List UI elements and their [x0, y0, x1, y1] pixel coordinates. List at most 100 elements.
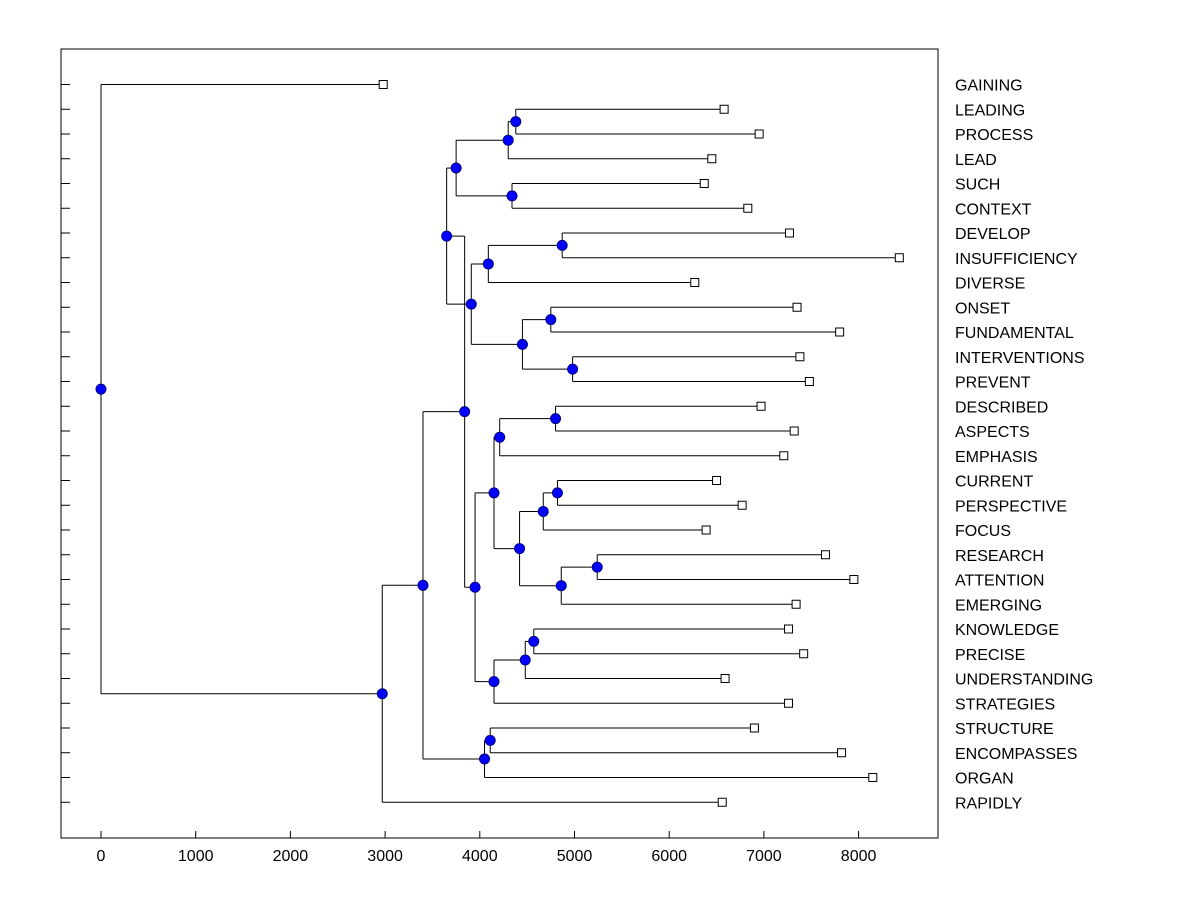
node-marker [519, 654, 531, 666]
x-tick-label: 6000 [651, 848, 687, 865]
node-marker [514, 543, 526, 555]
node-marker [479, 753, 491, 765]
node-marker [459, 406, 471, 418]
x-axis: 0 1000 2000 3000 4000 5000 6000 7000 8000 [97, 831, 877, 865]
leaf-marker [784, 624, 794, 634]
leaf-label: EMPHASIS [955, 449, 1038, 466]
leaf-marker [719, 104, 729, 114]
node-marker [551, 487, 563, 499]
leaf-label: FOCUS [955, 523, 1011, 540]
leaf-marker [835, 327, 845, 337]
leaf-marker [749, 723, 759, 733]
node-marker [95, 383, 107, 395]
x-tick-label: 8000 [841, 848, 877, 865]
node-marker [502, 134, 514, 146]
node-marker [556, 239, 568, 251]
leaf-label: INSUFFICIENCY [955, 251, 1078, 268]
leaf-marker [789, 426, 799, 436]
leaf-label: DESCRIBED [955, 399, 1048, 416]
leaf-marker [792, 302, 802, 312]
leaf-marker [820, 550, 830, 560]
leaf-label: KNOWLEDGE [955, 622, 1059, 639]
node-marker [450, 162, 462, 174]
leaf-marker [894, 253, 904, 263]
leaf-marker [378, 80, 388, 89]
leaf-label: CURRENT [955, 474, 1033, 491]
leaf-marker [799, 649, 809, 659]
node-marker [555, 580, 567, 592]
node-marker [545, 314, 557, 326]
node-markers [95, 116, 603, 765]
leaf-marker [743, 203, 753, 213]
leaf-marker [737, 500, 747, 510]
leaf-label: ENCOMPASSES [955, 746, 1077, 763]
node-marker [494, 431, 506, 443]
leaf-marker [784, 698, 794, 708]
leaf-label: DIVERSE [955, 276, 1025, 293]
x-tick-label: 3000 [367, 848, 403, 865]
node-marker [484, 734, 496, 746]
leaf-label: RESEARCH [955, 548, 1044, 565]
x-tick-label: 2000 [273, 848, 309, 865]
leaf-label: PRECISE [955, 647, 1025, 664]
leaf-marker [784, 228, 794, 238]
node-marker [506, 190, 518, 202]
x-tick-label: 1000 [178, 848, 214, 865]
x-tick-label: 4000 [462, 848, 498, 865]
node-marker [488, 676, 500, 688]
leaf-label: DEVELOP [955, 226, 1031, 243]
node-marker [591, 561, 603, 573]
node-marker [441, 230, 453, 242]
leaf-marker [868, 773, 878, 782]
leaf-markers [378, 80, 904, 807]
leaf-label: UNDERSTANDING [955, 672, 1093, 689]
node-marker [488, 487, 500, 499]
leaf-marker [791, 599, 801, 609]
leaf-label: EMERGING [955, 597, 1042, 614]
y-axis-ticks [61, 84, 70, 803]
node-marker [516, 338, 528, 350]
leaf-marker [717, 797, 727, 807]
leaf-marker [756, 401, 766, 411]
leaf-marker [720, 674, 730, 683]
leaf-label: ATTENTION [955, 573, 1044, 590]
leaf-label: FUNDAMENTAL [955, 325, 1074, 342]
node-marker [469, 581, 481, 593]
leaf-label: INTERVENTIONS [955, 350, 1085, 367]
leaf-marker [837, 748, 847, 758]
leaf-marker [754, 129, 764, 139]
leaf-label: GAINING [955, 78, 1023, 95]
leaf-label: ASPECTS [955, 424, 1030, 441]
leaf-marker [707, 154, 717, 164]
leaf-label: LEAD [955, 152, 997, 169]
leaf-label: STRUCTURE [955, 721, 1054, 738]
leaf-marker [779, 451, 789, 461]
node-marker [537, 505, 549, 517]
node-marker [510, 116, 522, 128]
node-marker [417, 579, 429, 591]
node-marker [528, 635, 540, 647]
leaf-label: LEADING [955, 102, 1025, 119]
leaf-marker [699, 179, 709, 188]
leaf-label: PERSPECTIVE [955, 498, 1067, 515]
leaf-labels: GAINING LEADING PROCESS LEAD SUCH CONTEXT DEVE… [955, 78, 1093, 813]
node-marker [465, 298, 477, 310]
leaf-marker [804, 377, 814, 386]
node-marker [567, 363, 579, 375]
x-tick-label: 7000 [746, 848, 782, 865]
leaf-label: RAPIDLY [955, 795, 1023, 812]
node-marker [482, 258, 494, 270]
node-marker [550, 413, 562, 425]
leaf-marker [712, 476, 722, 485]
leaf-label: ONSET [955, 300, 1010, 317]
x-tick-label: 0 [97, 848, 106, 865]
node-marker [376, 688, 388, 700]
leaf-label: PROCESS [955, 127, 1033, 144]
leaf-marker [690, 278, 700, 287]
leaf-label: STRATEGIES [955, 696, 1055, 713]
leaf-label: CONTEXT [955, 201, 1032, 218]
leaf-marker [849, 575, 859, 584]
leaf-label: SUCH [955, 177, 1000, 194]
leaf-label: ORGAN [955, 771, 1014, 788]
